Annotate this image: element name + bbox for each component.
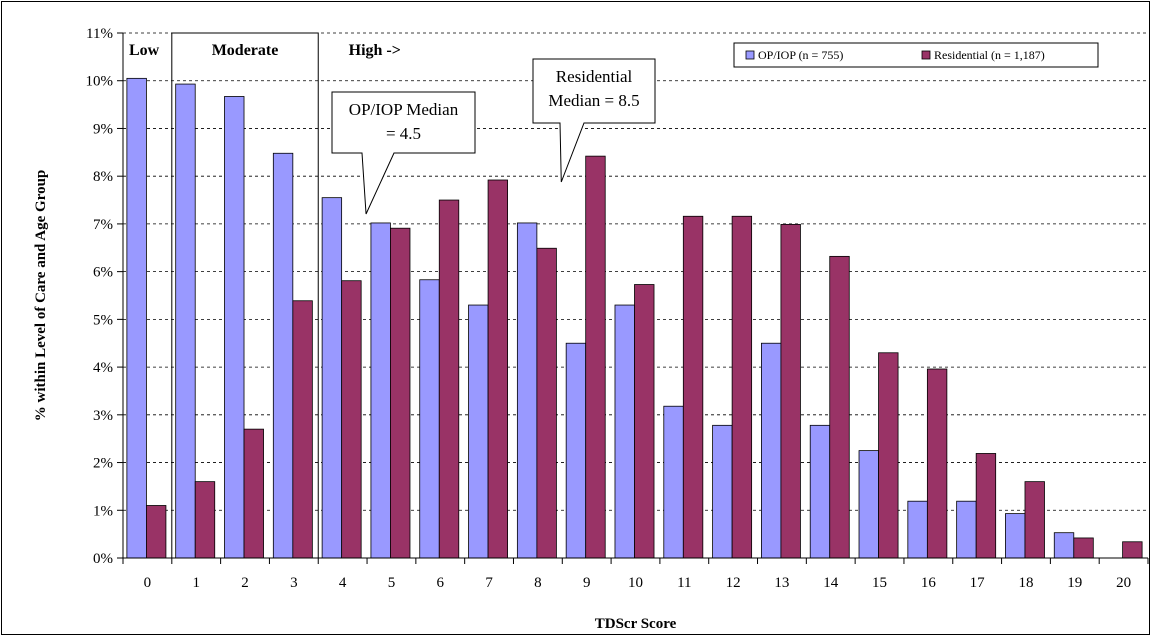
legend: OP/IOP (n = 755) Residential (n = 1,187) (733, 42, 1099, 68)
bar-residential-15 (878, 352, 899, 559)
band-label-moderate: Moderate (212, 42, 279, 59)
bar-residential-5 (390, 227, 411, 559)
x-tick-label: 12 (726, 575, 741, 591)
band-label-low: Low (129, 42, 160, 59)
y-tick-label: 3% (93, 408, 113, 424)
y-tick-label: 7% (93, 217, 113, 233)
bar-residential-14 (829, 255, 850, 559)
bar-residential-13 (780, 223, 801, 559)
median-callouts: OP/IOP Median = 4.5 Residential Median = 8.… (331, 58, 656, 215)
legend-swatch (745, 50, 755, 60)
bar-opiop-17 (956, 500, 977, 559)
x-tick-label: 1 (192, 575, 200, 591)
bar-opiop-7 (468, 304, 489, 559)
bar-residential-4 (341, 280, 362, 559)
bar-residential-10 (634, 284, 655, 559)
bar-opiop-5 (370, 222, 391, 559)
bars (126, 77, 1143, 559)
legend-label: OP/IOP (n = 755) (758, 48, 843, 62)
x-tick-label: 18 (1018, 575, 1033, 591)
legend-swatch (921, 50, 931, 60)
bar-residential-2 (243, 428, 264, 559)
bar-residential-20 (1122, 541, 1143, 559)
bar-opiop-11 (663, 405, 684, 559)
x-tick-label: 3 (290, 575, 298, 591)
y-tick-label: 1% (93, 503, 113, 519)
bar-opiop-8 (516, 222, 538, 559)
bar-residential-3 (292, 300, 313, 559)
bar-residential-6 (438, 199, 460, 559)
x-tick-label: 4 (339, 575, 347, 591)
bar-opiop-18 (1005, 513, 1026, 559)
bar-residential-7 (487, 179, 508, 559)
score-bands: Low Moderate High -> (129, 32, 401, 559)
bar-residential-1 (194, 481, 216, 559)
legend-label: Residential (n = 1,187) (934, 48, 1045, 62)
x-tick-label: 7 (485, 575, 493, 591)
moderate-band-box (171, 32, 319, 559)
bar-opiop-19 (1053, 532, 1075, 559)
bar-residential-17 (975, 453, 997, 559)
y-tick-labels: 0% 1% 2% 3% 4% 5% 6% 7% 8% 9% 10% 11% (86, 26, 114, 567)
bar-opiop-16 (907, 500, 928, 559)
y-tick-label: 10% (86, 74, 114, 90)
bar-residential-16 (926, 368, 948, 559)
x-tick-label: 6 (437, 575, 445, 591)
y-tick-label: 2% (93, 456, 113, 472)
x-axis-title: TDScr Score (595, 616, 677, 632)
bar-opiop-3 (272, 152, 294, 559)
x-tick-label: 0 (144, 575, 152, 591)
bar-residential-18 (1024, 481, 1045, 559)
y-axis-title: % within Level of Care and Age Group (33, 170, 49, 422)
y-tick-label: 0% (93, 551, 113, 567)
bar-residential-19 (1073, 537, 1094, 559)
bar-opiop-14 (809, 424, 831, 559)
y-tick-label: 4% (93, 360, 113, 376)
median-callout-box (532, 58, 656, 183)
median-callout-box (331, 91, 476, 215)
band-label-high: High -> (349, 42, 401, 59)
legend-box (733, 42, 1099, 68)
bar-residential-0 (146, 505, 167, 559)
bar-residential-12 (731, 215, 753, 559)
bar-opiop-13 (761, 342, 782, 559)
x-tick-label: 20 (1116, 575, 1131, 591)
x-tick-label: 17 (970, 575, 986, 591)
x-tick-label: 9 (583, 575, 591, 591)
y-tick-label: 8% (93, 169, 113, 185)
y-tick-label: 9% (93, 121, 113, 137)
x-tick-labels: 0 1 2 3 4 5 6 7 8 9 10 11 12 13 14 15 16 17 18 19 20 (144, 575, 1131, 591)
y-tick-label: 6% (93, 265, 113, 281)
x-tick-label: 13 (774, 575, 789, 591)
x-tick-label: 19 (1067, 575, 1082, 591)
bar-opiop-9 (565, 342, 587, 559)
bar-opiop-2 (224, 96, 245, 559)
median-callout-text: Residential (556, 67, 633, 86)
bar-residential-8 (536, 247, 557, 559)
y-tick-label: 11% (86, 26, 113, 42)
y-tick-label: 5% (93, 312, 113, 328)
bar-residential-9 (585, 155, 606, 559)
x-tick-label: 11 (677, 575, 691, 591)
bar-opiop-6 (419, 279, 440, 559)
median-callout-text: Median = 8.5 (548, 91, 639, 110)
x-tick-label: 10 (628, 575, 643, 591)
bar-opiop-0 (126, 77, 147, 559)
x-tick-label: 5 (388, 575, 396, 591)
bar-opiop-10 (614, 304, 635, 559)
bar-opiop-15 (858, 450, 879, 559)
bar-opiop-12 (712, 424, 733, 559)
x-tick-label: 8 (534, 575, 542, 591)
bar-opiop-1 (175, 83, 196, 559)
x-tick-label: 14 (823, 575, 839, 591)
median-callout-text: = 4.5 (386, 124, 421, 143)
x-tick-label: 15 (872, 575, 887, 591)
x-tick-label: 16 (921, 575, 937, 591)
bar-opiop-4 (321, 197, 343, 559)
x-tick-label: 2 (241, 575, 249, 591)
bar-residential-11 (682, 215, 704, 559)
median-callout-text: OP/IOP Median (349, 100, 459, 119)
